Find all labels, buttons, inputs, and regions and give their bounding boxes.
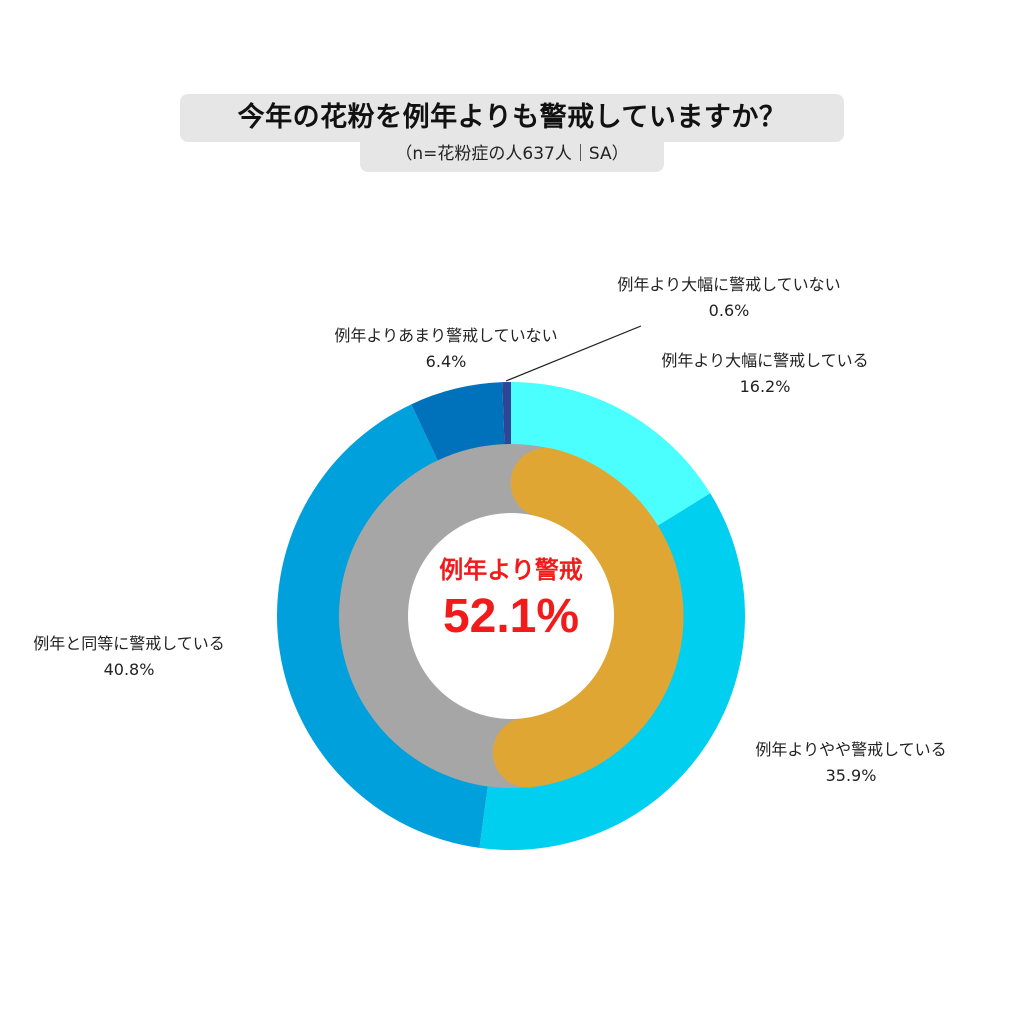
segment-same-as-usual	[277, 404, 489, 848]
label-value: 40.8%	[103, 660, 155, 679]
leader-line	[505, 325, 642, 382]
label-value: 6.4%	[425, 352, 467, 371]
title-background	[180, 94, 844, 142]
label-name: 例年と同等に警戒している	[33, 634, 225, 653]
segment-much-less-cautious	[502, 382, 511, 447]
data-label-same-as-usual: 例年と同等に警戒している 40.8%	[0, 631, 258, 683]
label-value: 16.2%	[739, 377, 791, 396]
label-value: 0.6%	[708, 301, 750, 320]
center-label-text: 例年より警戒	[439, 556, 583, 584]
donut-hole	[408, 513, 614, 719]
chart-subtitle: （n=花粉症の人637人｜SA）	[395, 144, 629, 164]
subtitle-background	[360, 138, 664, 172]
data-label-strongly-cautious: 例年より大幅に警戒している 16.2%	[630, 348, 900, 400]
chart-title: 今年の花粉を例年よりも警戒していますか？	[237, 102, 787, 133]
label-name: 例年よりあまり警戒していない	[334, 326, 558, 345]
label-name: 例年より大幅に警戒している	[661, 351, 869, 370]
label-name: 例年より大幅に警戒していない	[617, 275, 841, 294]
data-label-not-very-cautious: 例年よりあまり警戒していない 6.4%	[300, 323, 592, 375]
label-name: 例年よりやや警戒している	[755, 740, 947, 759]
segment-not-very-cautious	[411, 382, 505, 463]
center-label: 例年より警戒 52.1%	[411, 548, 611, 642]
label-value: 35.9%	[825, 766, 877, 785]
inner-ring-highlight-arc	[492, 447, 684, 788]
segment-strongly-cautious	[511, 382, 711, 527]
data-label-much-less-cautious: 例年より大幅に警戒していない 0.6%	[584, 272, 874, 324]
data-label-somewhat-cautious: 例年よりやや警戒している 35.9%	[720, 737, 982, 789]
center-label-value: 52.1%	[442, 590, 580, 643]
